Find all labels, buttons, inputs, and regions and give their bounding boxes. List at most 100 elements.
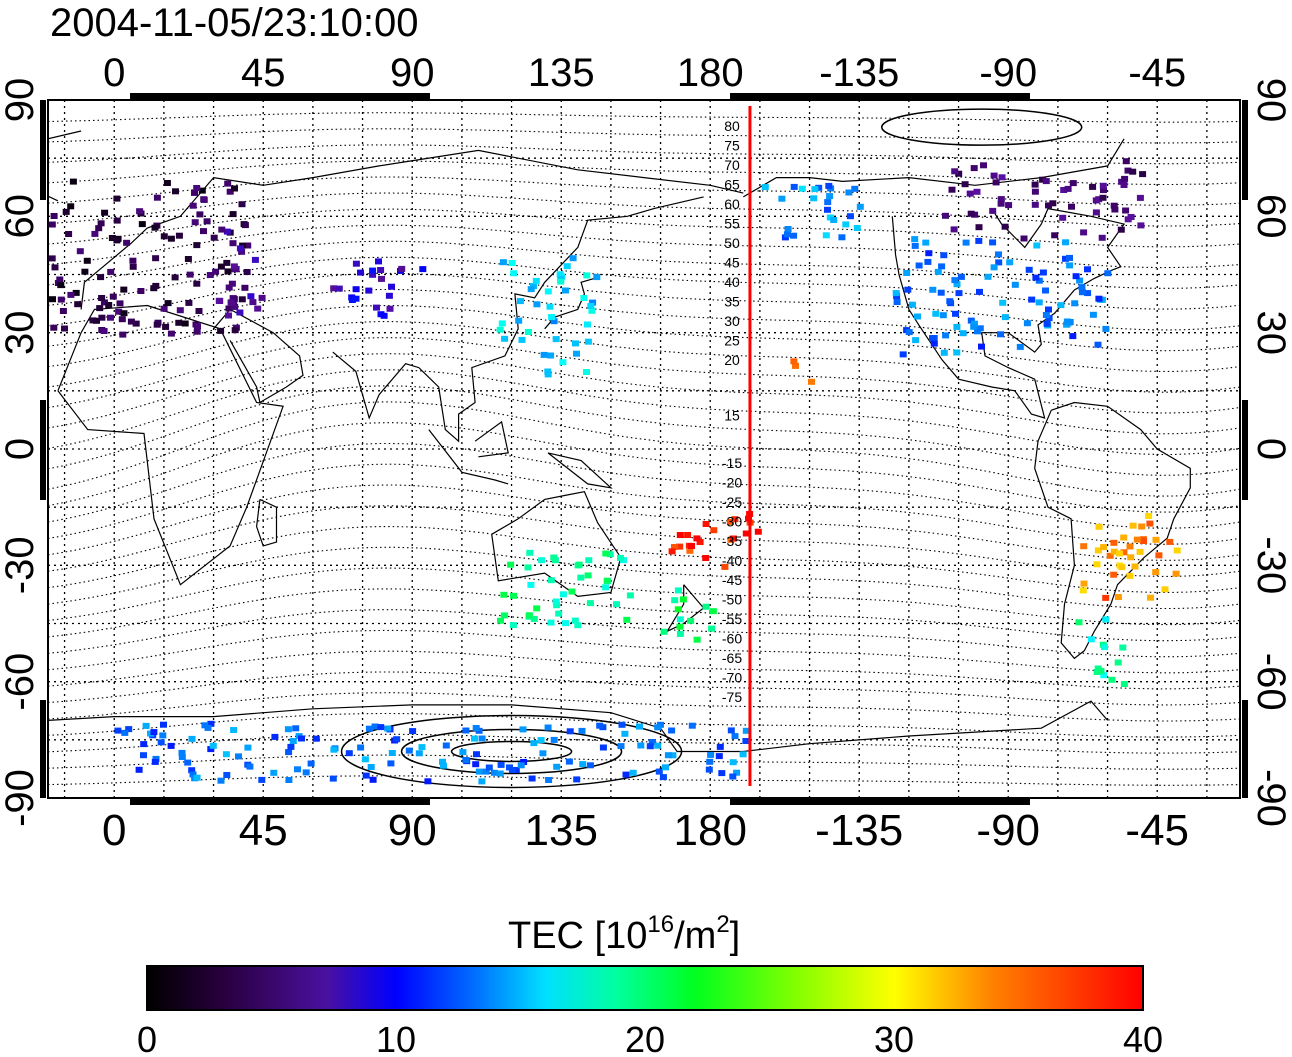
colorbar-gradient [146, 965, 1144, 1011]
tec-cell [1099, 194, 1107, 201]
tec-cell [563, 263, 571, 270]
right-latitude-label: -60 [1249, 653, 1292, 711]
tec-cell [532, 277, 540, 284]
tec-cell [721, 563, 729, 570]
tec-cell [113, 237, 121, 244]
tec-cell [528, 775, 536, 782]
tec-cell [1173, 547, 1181, 554]
tec-cell [922, 239, 930, 246]
colorbar-tick-label: 40 [1123, 1019, 1163, 1057]
tec-cell [940, 252, 948, 259]
tec-cell [676, 532, 684, 538]
tec-cell [235, 753, 242, 760]
tec-cell [57, 296, 65, 303]
tec-cell [193, 328, 201, 335]
tec-cell [687, 617, 695, 624]
tec-cell [200, 228, 207, 235]
tec-cell [547, 352, 555, 359]
tec-cell [626, 592, 634, 599]
tec-cell [930, 340, 938, 347]
tec-cell [731, 516, 739, 523]
dip-contour [48, 629, 1240, 674]
tec-cell [1025, 266, 1033, 273]
coastline-segment [474, 420, 509, 458]
tec-cell [617, 743, 625, 750]
tec-cell [236, 245, 244, 252]
tec-cell [951, 168, 959, 175]
tec-cell [243, 269, 251, 275]
tec-cell [485, 764, 493, 771]
tec-cell [369, 271, 377, 278]
tec-cell [1152, 536, 1160, 543]
dip-contour [48, 272, 1240, 331]
tec-cell [223, 228, 231, 235]
dip-contour [48, 385, 1240, 476]
tec-cell [593, 274, 601, 281]
tec-cell [118, 316, 126, 323]
tec-cell [153, 321, 161, 328]
tec-cell [1126, 543, 1134, 550]
tec-cell [1152, 569, 1160, 576]
tec-cell [115, 308, 123, 315]
tec-cell [526, 549, 534, 556]
tec-cell [160, 721, 167, 728]
tec-cell [459, 749, 467, 756]
tec-cell [648, 739, 656, 745]
tec-cell [1172, 570, 1180, 577]
tec-cell [1106, 552, 1114, 559]
tec-cell [1005, 202, 1013, 209]
tec-cell [1031, 188, 1039, 195]
tec-cell [1031, 201, 1039, 208]
tec-cell [1140, 538, 1147, 544]
tec-cell [544, 288, 552, 295]
tec-cell [196, 211, 204, 218]
tec-cell [1137, 222, 1145, 229]
tec-cell [378, 275, 385, 282]
tec-cell [1131, 563, 1139, 570]
tec-cell [258, 776, 266, 783]
tec-cell [967, 210, 975, 217]
tec-cell [1117, 226, 1125, 233]
right-latitude-label: 60 [1249, 194, 1292, 239]
tec-cell [365, 287, 373, 294]
tec-cell [369, 267, 377, 274]
tec-cell [217, 777, 225, 784]
tec-cell [167, 330, 175, 337]
tec-cell [167, 235, 175, 242]
tec-cell [200, 196, 208, 203]
pole-contour [450, 740, 573, 763]
tec-cell [1092, 209, 1100, 216]
tec-cell [1145, 513, 1153, 519]
tec-cell [718, 770, 726, 777]
tec-cell [989, 207, 997, 214]
tec-cell [298, 735, 305, 742]
tec-cell [1138, 523, 1146, 530]
left-latitude-label: -30 [0, 536, 42, 594]
tec-cell [537, 737, 545, 744]
tec-cell [566, 728, 574, 735]
tec-cell [229, 211, 237, 218]
tec-cell [184, 256, 192, 262]
tec-cell [573, 776, 581, 783]
coastline-segment [213, 308, 304, 404]
tec-cell [335, 285, 343, 292]
tec-cell [824, 206, 831, 213]
tec-cell [810, 195, 818, 202]
tec-cell [100, 328, 108, 334]
tec-cell [95, 225, 103, 232]
tec-cell [162, 323, 170, 330]
tec-cell [496, 326, 504, 333]
tec-cell [629, 769, 637, 776]
tec-cell [1066, 262, 1074, 269]
tec-cell [851, 185, 859, 192]
dip-contour [48, 733, 1240, 754]
tec-cell [184, 759, 192, 766]
tec-cell [1101, 644, 1108, 651]
tec-cell [984, 273, 992, 280]
tec-cell [671, 597, 679, 604]
tec-cell [587, 303, 595, 309]
pole-contour [400, 728, 623, 775]
tec-cell [1136, 548, 1144, 555]
tec-cell [113, 195, 121, 202]
tec-cell [929, 335, 936, 342]
